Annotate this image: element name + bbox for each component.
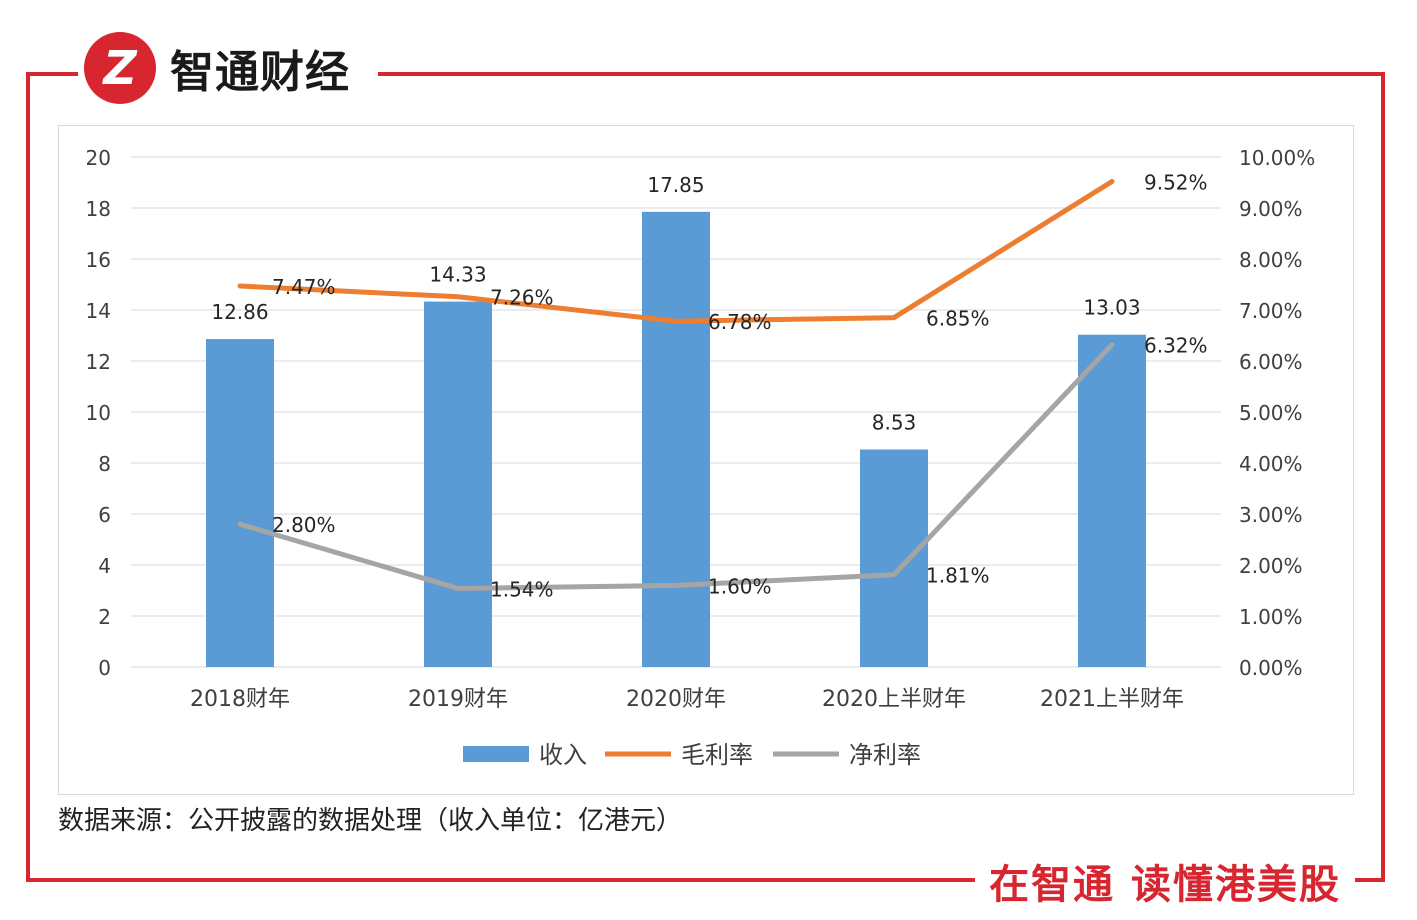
category-label: 2019财年 <box>408 687 508 712</box>
chart-area: 0 2 4 6 8 10 12 14 16 18 20 0.00% 1.00% 2.00% 3.00% 4.0… <box>58 125 1354 795</box>
net-margin-label: 6.32% <box>1144 334 1208 358</box>
bar-revenue <box>1078 334 1146 667</box>
right-axis-tick: 1.00% <box>1239 605 1303 629</box>
gross-margin-label: 6.85% <box>926 307 990 331</box>
left-axis-tick: 0 <box>98 656 111 680</box>
bar-data-label: 17.85 <box>647 173 704 197</box>
net-margin-label: 1.54% <box>490 577 554 601</box>
right-axis-tick: 6.00% <box>1239 350 1303 374</box>
left-axis-tick: 16 <box>86 248 111 272</box>
frame-top-right <box>365 72 1381 76</box>
legend-label: 毛利率 <box>681 741 753 769</box>
right-axis-tick: 0.00% <box>1239 656 1303 680</box>
net-margin-label: 1.60% <box>708 574 772 598</box>
frame-top-left <box>26 72 86 76</box>
left-axis-tick: 2 <box>98 605 111 629</box>
left-axis-tick: 10 <box>86 401 111 425</box>
line-net-margin <box>237 342 1115 591</box>
net-margin-label: 2.80% <box>272 513 336 537</box>
right-axis-tick: 3.00% <box>1239 503 1303 527</box>
left-axis-tick: 4 <box>98 554 111 578</box>
line-gross-margin <box>237 178 1115 324</box>
category-label: 2021上半财年 <box>1040 687 1184 712</box>
logo-icon: Z <box>84 32 156 104</box>
footer-slogan: 在智通 读懂港美股 <box>975 852 1355 910</box>
bar-revenue <box>860 449 928 667</box>
bar-data-label: 8.53 <box>872 410 917 434</box>
bar-data-label: 12.86 <box>211 300 268 324</box>
frame-right <box>1381 72 1385 882</box>
gross-margin-label: 9.52% <box>1144 170 1208 194</box>
left-axis-tick: 6 <box>98 503 111 527</box>
category-label: 2020上半财年 <box>822 687 966 712</box>
frame-bottom <box>26 878 1385 882</box>
category-label: 2020财年 <box>626 687 726 712</box>
brand-logo: Z 智通财经 <box>78 26 378 110</box>
gross-margin-label: 7.47% <box>272 275 336 299</box>
legend-swatch-revenue <box>463 746 529 762</box>
gross-margin-label: 7.26% <box>490 286 554 310</box>
bar-revenue <box>206 339 274 667</box>
data-source-note: 数据来源：公开披露的数据处理（收入单位：亿港元） <box>58 806 683 836</box>
brand-name: 智通财经 <box>170 47 350 98</box>
legend-label: 收入 <box>539 741 587 769</box>
net-margin-label: 1.81% <box>926 564 990 588</box>
right-axis-tick: 8.00% <box>1239 248 1303 272</box>
frame-left <box>26 72 30 882</box>
right-axis-tick: 7.00% <box>1239 299 1303 323</box>
left-axis-tick: 18 <box>86 197 111 221</box>
right-axis-tick: 10.00% <box>1239 146 1315 170</box>
gross-margin-label: 6.78% <box>708 310 772 334</box>
left-axis-tick: 12 <box>86 350 111 374</box>
left-axis-tick: 8 <box>98 452 111 476</box>
bar-revenue <box>424 301 492 667</box>
right-axis-tick: 9.00% <box>1239 197 1303 221</box>
right-axis-tick: 2.00% <box>1239 554 1303 578</box>
left-axis-tick: 14 <box>86 299 111 323</box>
bar-revenue <box>642 211 710 667</box>
bar-data-label: 14.33 <box>429 263 486 287</box>
right-axis-tick: 5.00% <box>1239 401 1303 425</box>
category-label: 2018财年 <box>190 687 290 712</box>
right-axis-tick: 4.00% <box>1239 452 1303 476</box>
bar-data-label: 13.03 <box>1083 296 1140 320</box>
combo-chart: 0 2 4 6 8 10 12 14 16 18 20 0.00% 1.00% 2.00% 3.00% 4.0… <box>86 146 1316 769</box>
legend-label: 净利率 <box>849 741 921 769</box>
left-axis-tick: 20 <box>86 146 111 170</box>
